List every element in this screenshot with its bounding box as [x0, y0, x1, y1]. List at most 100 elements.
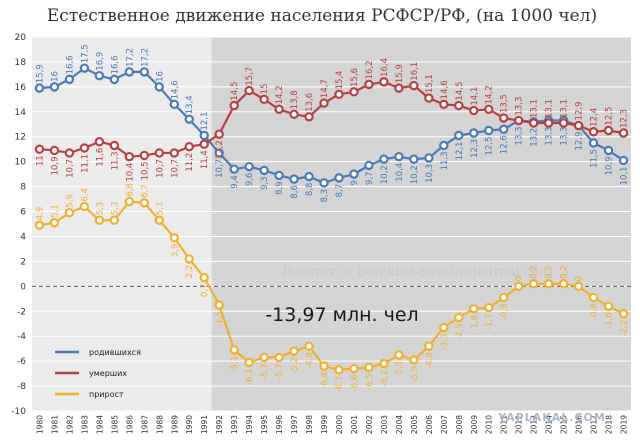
legend-label-growth: прирост: [89, 390, 124, 399]
point-deaths: [274, 104, 284, 115]
point-deaths: [499, 113, 509, 123]
point-growth: [588, 292, 599, 303]
data-label-births: 8,8: [305, 183, 315, 197]
point-deaths: [424, 93, 434, 103]
data-label-growth: -4,8: [305, 352, 315, 369]
x-tick-label: 2007: [440, 415, 449, 434]
x-tick-label: 1986: [125, 415, 134, 434]
data-label-growth: -1,8: [470, 315, 480, 332]
data-label-deaths: 15,4: [335, 70, 345, 89]
legend: родившихся умерших прирост: [55, 348, 141, 399]
data-label-deaths: 15,9: [395, 64, 405, 83]
y-tick-label: -2: [17, 307, 26, 317]
point-growth: [558, 279, 569, 289]
point-deaths: [603, 125, 614, 136]
x-tick-label: 1988: [155, 415, 164, 434]
data-label-deaths: 11,3: [110, 151, 120, 170]
x-tick-label: 2017: [590, 415, 599, 434]
data-label-growth: 5,1: [50, 204, 60, 218]
data-label-deaths: 10,7: [65, 159, 75, 178]
data-label-growth: -6,5: [365, 373, 375, 390]
data-label-births: 10,4: [395, 163, 405, 182]
point-deaths: [334, 89, 344, 100]
point-births: [289, 174, 299, 184]
point-deaths: [618, 128, 629, 138]
data-label-deaths: 14,2: [485, 85, 495, 104]
point-growth: [364, 362, 374, 373]
data-label-deaths: 12,4: [590, 108, 600, 127]
data-label-births: 9,7: [365, 171, 375, 185]
x-tick-label: 1996: [275, 415, 284, 434]
data-label-births: 14,6: [170, 80, 180, 99]
x-tick-label: 2004: [395, 415, 404, 434]
point-births: [49, 82, 60, 92]
point-deaths: [94, 137, 105, 147]
annotation-total-loss: -13,97 млн. чел: [265, 304, 418, 326]
x-tick-label: 1987: [140, 415, 149, 434]
point-births: [618, 155, 629, 166]
data-label-births: 13,3: [560, 127, 570, 146]
y-tick-label: 8: [20, 183, 26, 193]
x-tick-label: 2006: [425, 415, 434, 434]
data-label-births: 12,9: [575, 132, 585, 151]
point-deaths: [379, 77, 389, 87]
point-births: [364, 160, 374, 171]
point-births: [588, 138, 599, 148]
point-growth: [334, 365, 344, 375]
data-label-births: 8,7: [335, 184, 345, 198]
data-label-growth: -6,1: [245, 368, 255, 385]
data-label-deaths: 10,5: [140, 161, 150, 180]
point-births: [484, 125, 494, 136]
data-label-growth: 6,8: [125, 183, 135, 197]
data-label-deaths: 13,5: [500, 94, 510, 113]
chart-title: Естественное движение населения РСФСР/РФ…: [47, 6, 597, 26]
data-label-deaths: 12,9: [575, 102, 585, 121]
data-label-growth: 0,7: [200, 284, 210, 298]
point-births: [319, 178, 329, 188]
x-tick-label: 2013: [530, 415, 539, 434]
y-tick-label: 12: [15, 133, 26, 143]
data-label-births: 17,2: [140, 48, 150, 67]
data-label-growth: -5,1: [230, 356, 240, 373]
point-deaths: [588, 127, 599, 137]
x-tick-label: 2003: [380, 415, 389, 434]
point-births: [349, 169, 359, 179]
data-label-births: 8,3: [320, 189, 330, 203]
point-births: [79, 63, 90, 73]
data-label-growth: -0,9: [500, 304, 510, 321]
data-label-growth: 3,9: [170, 244, 180, 258]
data-label-growth: 6,7: [140, 184, 150, 198]
x-tick-label: 2012: [515, 415, 524, 434]
data-label-births: 10,2: [380, 165, 390, 184]
data-label-deaths: 12,3: [620, 109, 630, 128]
point-deaths: [304, 112, 314, 122]
point-births: [169, 99, 179, 110]
data-label-growth: 6,4: [80, 188, 90, 202]
x-tick-label: 1982: [65, 415, 74, 434]
point-deaths: [319, 98, 329, 108]
point-births: [603, 145, 614, 156]
y-tick-label: 14: [15, 108, 27, 118]
point-growth: [229, 345, 239, 355]
watermark-text: Росстат © burckina-new.livejournal.com: [283, 265, 552, 280]
data-label-growth: -5,7: [275, 363, 285, 380]
data-label-births: 8,9: [275, 181, 285, 195]
x-tick-label: 1989: [170, 415, 179, 434]
data-label-births: 10,3: [425, 164, 435, 183]
point-deaths: [289, 109, 299, 119]
data-label-births: 16,6: [110, 55, 120, 74]
y-tick-label: 2: [20, 257, 26, 267]
x-tick-label: 1993: [230, 415, 239, 434]
x-tick-label: 1995: [260, 415, 269, 434]
point-deaths: [394, 83, 404, 93]
data-label-growth: 0,2: [530, 265, 540, 279]
point-growth: [319, 361, 329, 371]
point-deaths: [109, 140, 120, 151]
y-tick-label: 20: [15, 33, 27, 43]
legend-label-births: родившихся: [89, 348, 141, 357]
data-label-deaths: 13,3: [515, 97, 525, 116]
data-label-births: 15,9: [35, 64, 45, 83]
y-tick-label: 6: [20, 208, 26, 218]
data-label-deaths: 14,1: [470, 87, 480, 106]
